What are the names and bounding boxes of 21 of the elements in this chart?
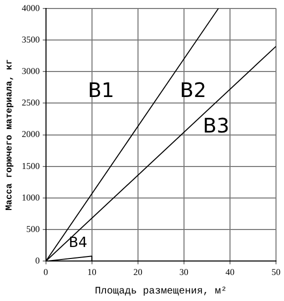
x-tick-label: 40 [225,266,235,277]
x-tick-label: 10 [87,266,97,277]
x-tick-label: 30 [179,266,189,277]
y-tick-label: 0 [35,256,40,266]
y-tick-label: 4000 [22,2,40,13]
annotation: B4 [68,235,88,252]
y-axis-title: Масса горючего материала, кг [4,59,15,210]
y-tick-label: 1500 [22,160,40,171]
x-axis-title: Площадь размещения, м² [94,286,227,298]
y-tick-label: 2000 [22,129,40,140]
annotation: B3 [202,113,230,138]
x-tick-label: 0 [44,266,49,277]
y-tick-label: 3000 [22,66,40,76]
x-tick-label: 50 [272,266,281,277]
x-tick-label: 20 [133,266,143,277]
y-tick-label: 3500 [22,34,40,44]
y-tick-label: 500 [26,224,40,234]
y-tick-label: 2500 [22,98,40,108]
annotation: B1 [88,78,114,102]
annotation: B2 [180,78,206,102]
y-tick-label: 1000 [22,192,40,202]
